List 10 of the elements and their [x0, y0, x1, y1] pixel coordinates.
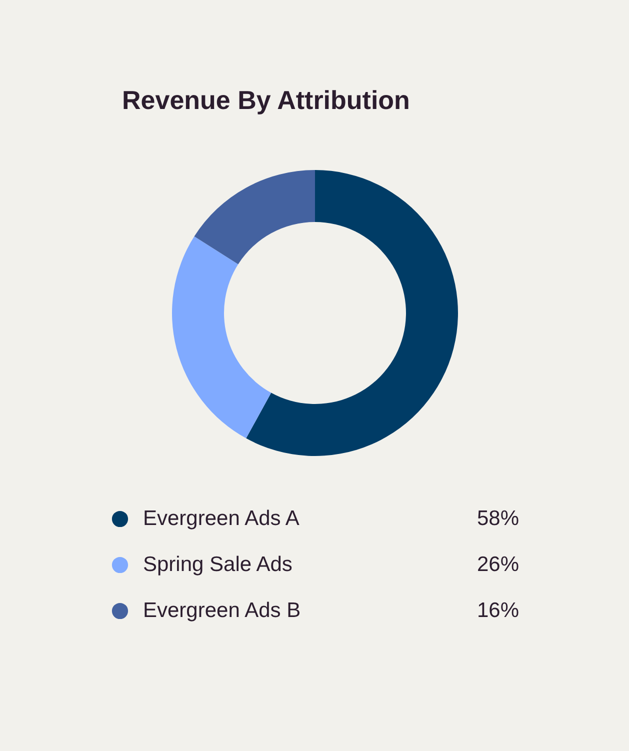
donut-slice [194, 170, 315, 264]
donut-slice [172, 236, 272, 438]
chart-title: Revenue By Attribution [122, 85, 410, 115]
data-label: 58% [476, 507, 519, 530]
donut-slice [246, 170, 458, 456]
legend-label: Evergreen Ads B [143, 599, 301, 622]
data-label: 16% [476, 599, 519, 622]
data-label: 26% [476, 553, 519, 576]
legend-label: Spring Sale Ads [143, 553, 292, 576]
legend-label: Evergreen Ads A [143, 507, 300, 530]
